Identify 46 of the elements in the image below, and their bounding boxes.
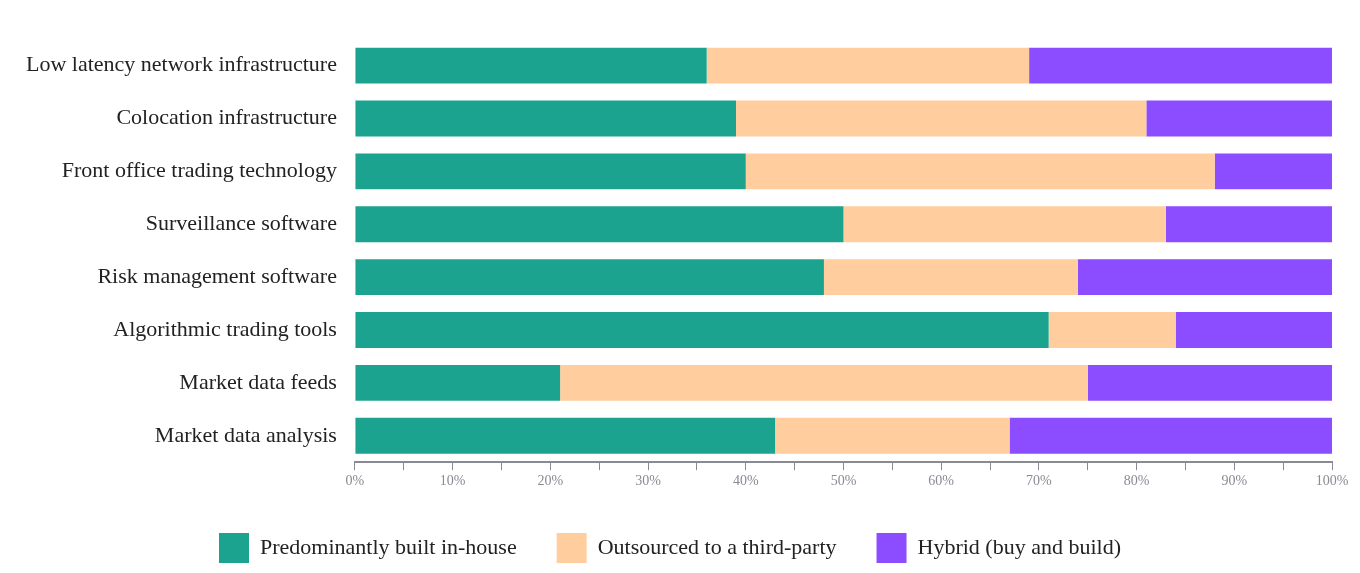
y-tick-label: Market data feeds xyxy=(179,368,337,394)
bar xyxy=(1077,259,1332,296)
x-tick-label: 0% xyxy=(345,473,365,489)
bar xyxy=(1146,100,1332,137)
bar xyxy=(355,417,776,454)
bar xyxy=(843,206,1166,243)
bar xyxy=(355,364,561,401)
bar xyxy=(355,312,1049,348)
bar xyxy=(735,100,1147,137)
bar xyxy=(355,153,746,190)
bar xyxy=(1029,47,1332,84)
y-tick-label: Front office trading technology xyxy=(61,157,337,183)
x-tick-label: 50% xyxy=(830,473,857,489)
bar xyxy=(706,47,1030,84)
y-tick-label: Colocation infrastructure xyxy=(116,104,337,130)
legend-label: Predominantly built in-house xyxy=(260,533,517,559)
legend-label: Hybrid (buy and build) xyxy=(917,533,1121,559)
bar xyxy=(775,417,1010,454)
x-tick-label: 40% xyxy=(732,473,759,489)
bar xyxy=(355,47,707,84)
bar xyxy=(1165,206,1332,243)
x-tick-label: 20% xyxy=(537,473,564,489)
bar xyxy=(1009,417,1332,454)
bar xyxy=(560,364,1088,401)
y-tick-label: Surveillance software xyxy=(145,210,337,236)
bar xyxy=(355,259,824,296)
y-tick-label: Risk management software xyxy=(97,262,337,288)
y-tick-label: Market data analysis xyxy=(154,421,337,447)
bar xyxy=(355,206,844,243)
x-tick-label: 30% xyxy=(635,473,662,489)
x-tick-label: 60% xyxy=(928,473,955,489)
bar xyxy=(823,259,1078,296)
bar xyxy=(1214,153,1332,190)
legend-label: Outsourced to a third-party xyxy=(597,533,837,559)
bar xyxy=(1048,312,1176,348)
x-tick-label: 100% xyxy=(1315,473,1349,489)
x-tick-label: 80% xyxy=(1123,473,1150,489)
y-tick-label: Low latency network infrastructure xyxy=(26,51,337,77)
bar xyxy=(355,100,736,137)
bar xyxy=(745,153,1215,190)
x-tick-label: 90% xyxy=(1221,473,1248,489)
bar xyxy=(1175,312,1332,348)
bar xyxy=(1087,364,1332,401)
x-tick-label: 10% xyxy=(439,473,466,489)
x-tick-label: 70% xyxy=(1026,473,1053,489)
y-tick-label: Algorithmic trading tools xyxy=(113,315,337,341)
